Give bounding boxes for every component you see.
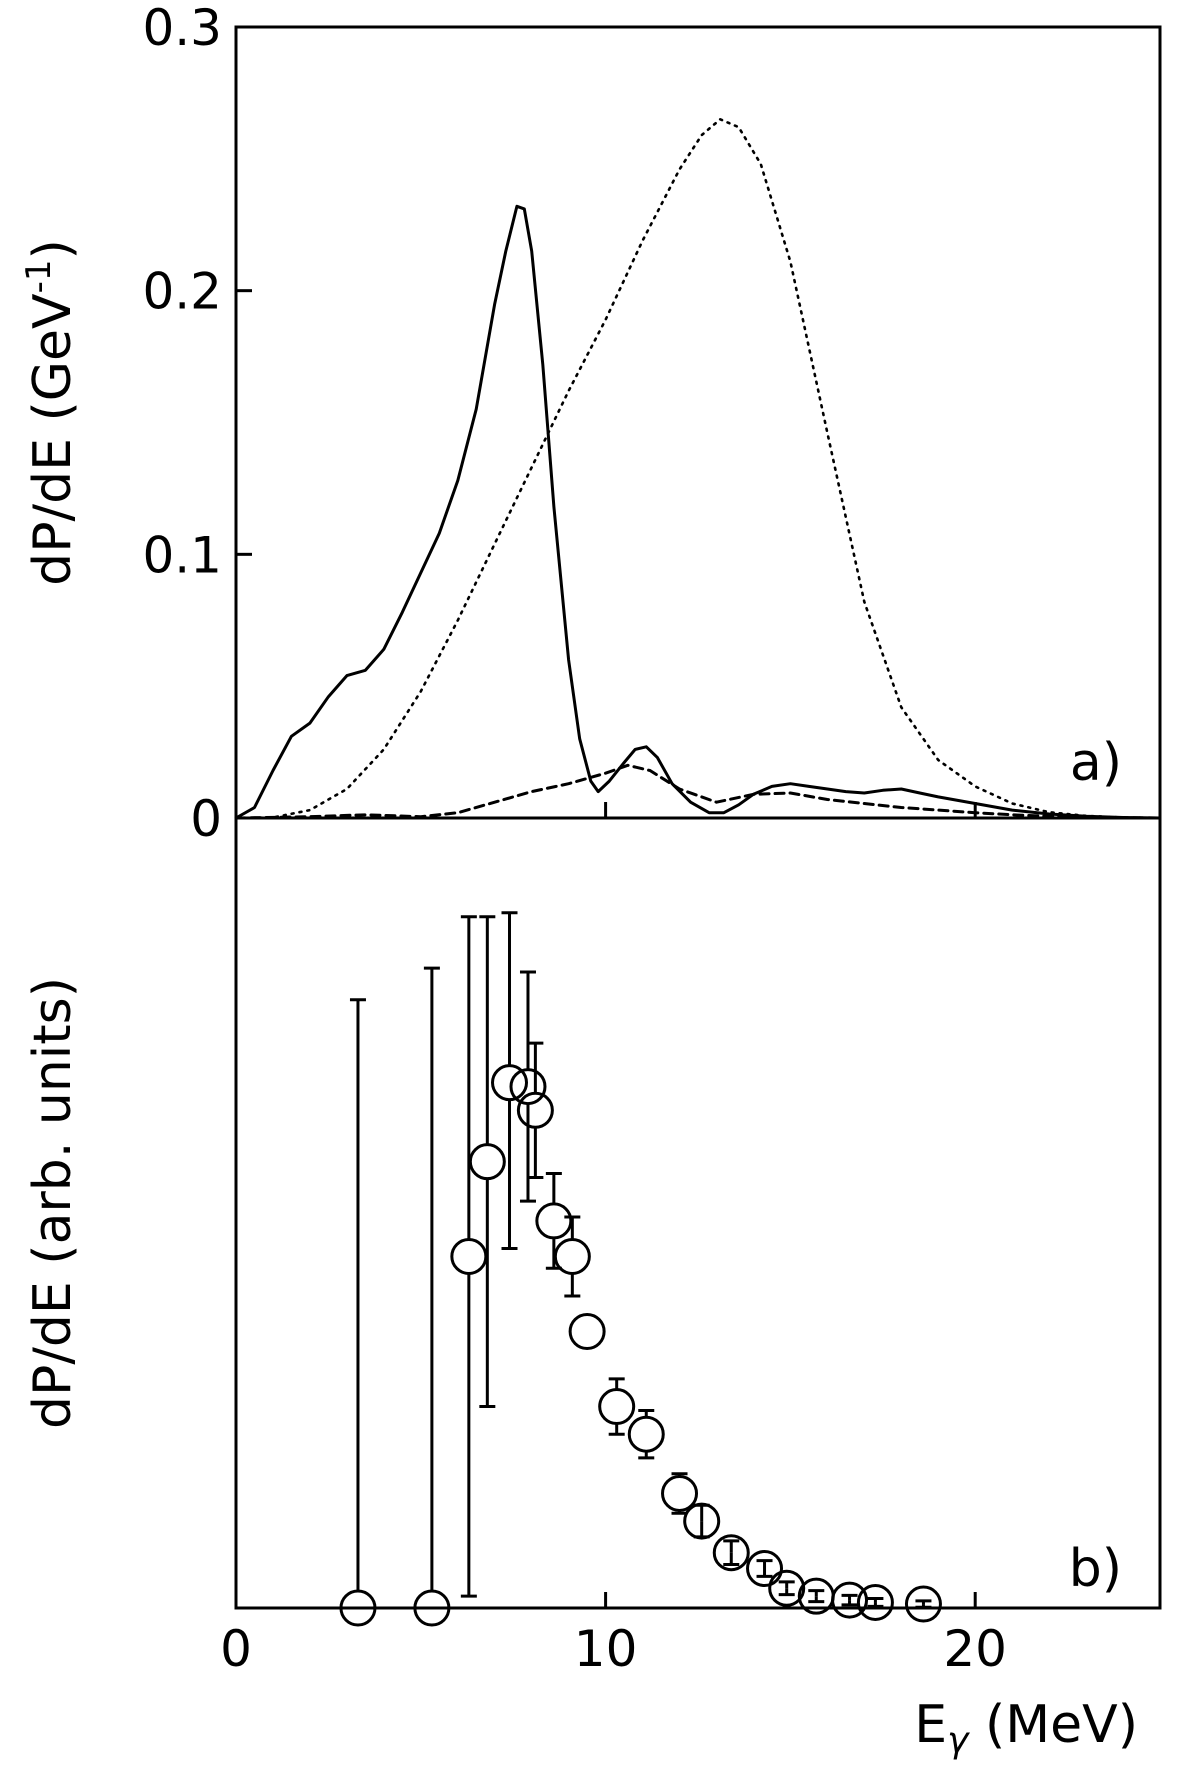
x-axis-label: Eγ (MeV) bbox=[914, 1695, 1138, 1761]
x-tick-label: 10 bbox=[574, 1620, 638, 1678]
panel-a-y-tick-label: 0.2 bbox=[142, 263, 222, 321]
data-point bbox=[535, 1172, 573, 1270]
data-point bbox=[904, 1585, 942, 1623]
panel-b-tick-labels: 0 10 20 bbox=[220, 1620, 1007, 1678]
data-point-marker bbox=[568, 1313, 606, 1350]
data-point-marker bbox=[468, 1143, 506, 1181]
data-point-marker bbox=[904, 1585, 942, 1623]
panel-a-y-axis-label: dP/dE (GeV-1) bbox=[19, 239, 83, 586]
data-point bbox=[768, 1569, 806, 1607]
data-point bbox=[683, 1502, 721, 1540]
data-point bbox=[712, 1534, 750, 1572]
panel-b-label: b) bbox=[1069, 1539, 1122, 1599]
panel-a-y-axis-label-close: ) bbox=[23, 239, 83, 259]
panel-a-y-axis-label-sup: -1 bbox=[19, 259, 59, 293]
panel-a-frame bbox=[234, 25, 1162, 820]
panel-b-points bbox=[339, 911, 942, 1627]
data-point bbox=[553, 1215, 591, 1298]
data-point-marker bbox=[535, 1202, 573, 1240]
panel-b: 0 10 20 b) dP/dE (arb. units) Eγ (MeV) bbox=[23, 911, 1138, 1761]
data-point bbox=[568, 1313, 606, 1350]
data-point-marker bbox=[598, 1388, 636, 1426]
data-point bbox=[831, 1581, 869, 1619]
data-point-marker bbox=[856, 1583, 894, 1621]
panel-a-label: a) bbox=[1070, 733, 1122, 793]
data-point-marker bbox=[516, 1091, 554, 1129]
panel-a-tick-labels: 0 0.1 0.2 0.3 bbox=[142, 0, 222, 848]
x-axis-label-sub: γ bbox=[947, 1720, 970, 1761]
data-point bbox=[468, 915, 506, 1409]
panel-a-y-axis-label-main: dP/dE (GeV bbox=[23, 293, 83, 586]
data-point bbox=[627, 1409, 665, 1460]
data-point bbox=[516, 1041, 554, 1179]
data-point bbox=[746, 1550, 784, 1587]
data-point bbox=[856, 1583, 894, 1621]
data-point bbox=[450, 915, 488, 1598]
series-dashed-line bbox=[234, 763, 1162, 820]
panel-a: 0 0.1 0.2 0.3 a) dP/dE (GeV-1) bbox=[19, 0, 1162, 848]
data-point-marker bbox=[450, 1237, 488, 1275]
data-point bbox=[491, 911, 529, 1251]
data-point bbox=[509, 970, 547, 1203]
data-point bbox=[339, 998, 377, 1627]
data-point bbox=[598, 1377, 636, 1436]
data-point-marker bbox=[627, 1415, 665, 1453]
panel-a-y-tick-label: 0 bbox=[190, 790, 222, 848]
data-point bbox=[413, 966, 451, 1627]
data-point-marker bbox=[768, 1569, 806, 1607]
panel-a-series bbox=[234, 118, 1162, 820]
x-tick-label: 20 bbox=[943, 1620, 1007, 1678]
data-point-marker bbox=[661, 1474, 699, 1512]
panel-b-y-axis-label: dP/dE (arb. units) bbox=[23, 977, 83, 1429]
x-tick-label: 0 bbox=[220, 1620, 252, 1678]
panel-b-frame bbox=[234, 816, 1162, 1610]
panel-a-y-tick-label: 0.1 bbox=[142, 526, 222, 584]
data-point-marker bbox=[509, 1068, 547, 1106]
data-point bbox=[661, 1472, 699, 1515]
data-point-marker bbox=[683, 1502, 721, 1540]
panel-a-y-tick-label: 0.3 bbox=[142, 0, 222, 57]
data-point-marker bbox=[831, 1581, 869, 1619]
data-point-marker bbox=[712, 1534, 750, 1572]
x-axis-label-main: E bbox=[914, 1695, 947, 1755]
data-point-marker bbox=[746, 1550, 784, 1587]
x-axis-label-unit: (MeV) bbox=[968, 1695, 1138, 1755]
data-point-marker bbox=[491, 1064, 529, 1102]
series-dotted-line bbox=[234, 118, 1162, 820]
data-point-marker bbox=[553, 1237, 591, 1275]
panel-b-ticks bbox=[604, 1592, 977, 1608]
panel-a-ticks bbox=[236, 289, 977, 818]
series-solid-line bbox=[234, 204, 1162, 820]
